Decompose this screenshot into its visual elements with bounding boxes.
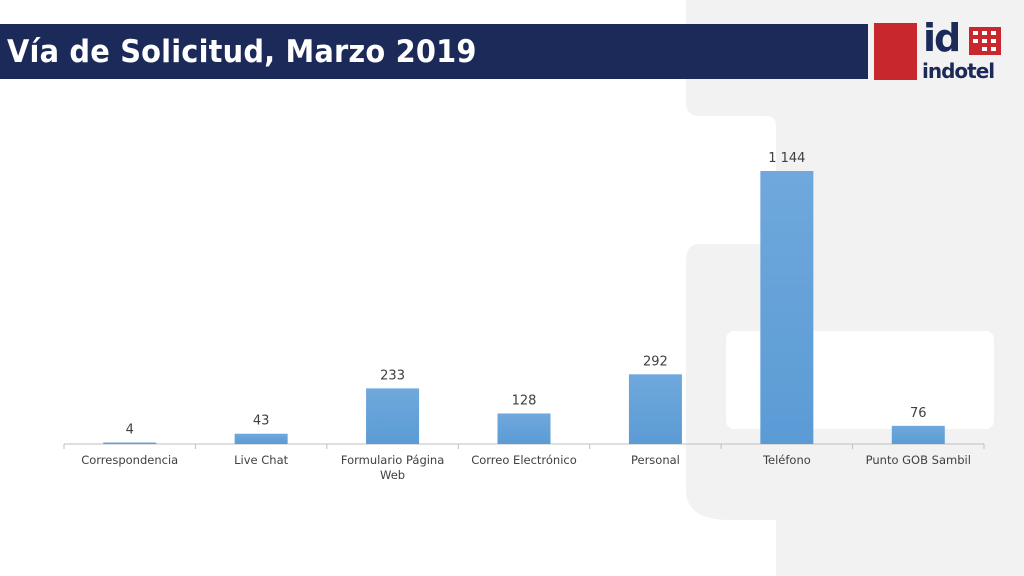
data-label-0: 4 (126, 423, 134, 438)
indotel-logo-icon (969, 27, 1001, 55)
logo-id-text: id (923, 16, 961, 60)
category-label-3: Correo Electrónico (471, 453, 577, 467)
category-label-4: Personal (631, 453, 680, 467)
bar-2 (366, 388, 420, 444)
bar-0 (103, 442, 157, 444)
data-label-2: 233 (380, 368, 405, 383)
bar-4 (628, 374, 682, 444)
logo-name-text: indotel (922, 59, 995, 83)
indotel-logo: id indotel (874, 16, 1008, 83)
category-label-6: Punto GOB Sambil (866, 453, 971, 467)
logo-red-block (874, 23, 917, 80)
bar-3 (497, 413, 551, 444)
data-label-4: 292 (643, 354, 668, 369)
data-label-6: 76 (910, 406, 927, 421)
data-label-1: 43 (253, 414, 270, 429)
category-label-5: Teléfono (762, 453, 811, 467)
bar-1 (234, 433, 288, 444)
bar-5 (760, 171, 814, 444)
slide-title: Vía de Solicitud, Marzo 2019 (7, 34, 477, 70)
bar-6 (891, 425, 945, 444)
category-label-2: Formulario Página Web (341, 453, 444, 482)
data-label-5: 1 144 (768, 151, 805, 166)
category-label-0: Correspondencia (81, 453, 178, 467)
category-label-1: Live Chat (234, 453, 289, 467)
data-label-3: 128 (512, 393, 537, 408)
title-banner: Vía de Solicitud, Marzo 2019 (0, 24, 868, 79)
